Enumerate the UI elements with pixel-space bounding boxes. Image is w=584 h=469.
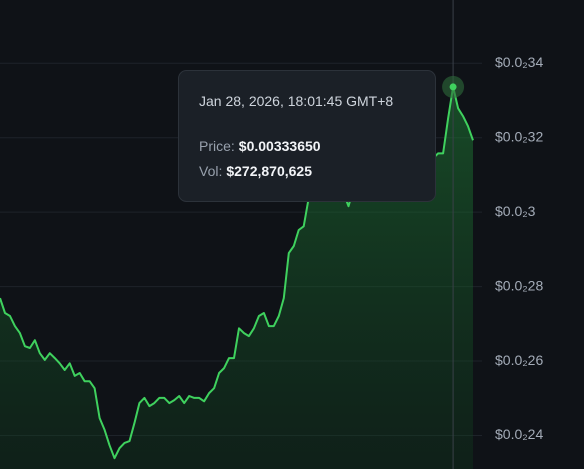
tooltip-vol-key: Vol: <box>199 163 222 179</box>
tooltip-price: $0.00333650 <box>239 138 321 154</box>
area-fill <box>0 86 473 469</box>
y-tick-label: $0.0₂28 <box>495 277 543 293</box>
y-tick-label: $0.0₂26 <box>495 352 543 368</box>
tooltip-price-key: Price: <box>199 138 235 154</box>
y-tick-label: $0.0₂3 <box>495 203 536 219</box>
hover-dot <box>449 83 457 91</box>
y-tick-label: $0.0₂32 <box>495 128 543 144</box>
tooltip-vol-row: Vol: $272,870,625 <box>199 163 312 179</box>
y-tick-label: $0.0₂24 <box>495 426 543 442</box>
tooltip-date: Jan 28, 2026, 18:01:45 GMT+8 <box>199 93 393 109</box>
tooltip-price-row: Price: $0.00333650 <box>199 138 321 154</box>
tooltip-box <box>178 70 436 202</box>
tooltip: Jan 28, 2026, 18:01:45 GMT+8 Price: $0.00… <box>178 70 436 202</box>
tooltip-vol: $272,870,625 <box>226 163 312 179</box>
y-tick-label: $0.0₂34 <box>495 54 543 70</box>
